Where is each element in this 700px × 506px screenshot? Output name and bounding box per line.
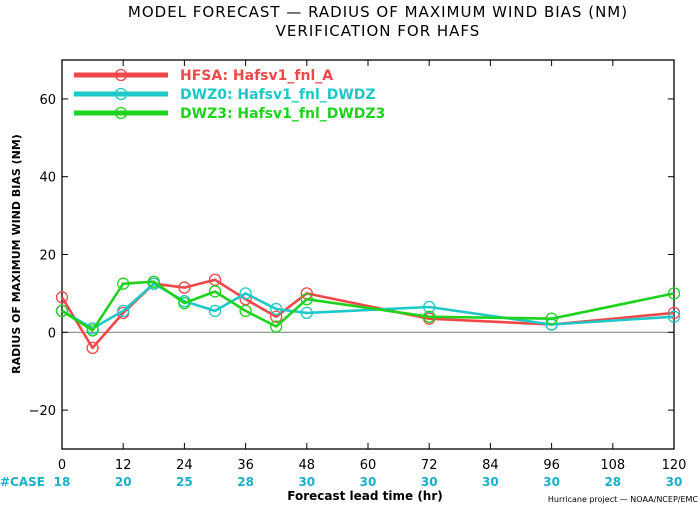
data-point: [86, 324, 99, 337]
y-tick-label: −20: [29, 404, 56, 419]
data-point: [239, 287, 252, 300]
data-point: [117, 304, 130, 318]
case-count: 20: [115, 475, 132, 489]
data-point: [86, 341, 99, 355]
chart-title: MODEL FORECAST — RADIUS OF MAXIMUM WIND …: [128, 3, 628, 21]
case-count: 25: [176, 475, 193, 489]
case-count: 30: [298, 475, 315, 489]
data-point: [270, 320, 283, 333]
case-count: 30: [666, 475, 683, 489]
case-count: 30: [421, 475, 438, 489]
x-tick-label: 108: [600, 458, 625, 473]
y-axis-label: RADIUS OF MAXIMUM WIND BIAS (NM): [10, 134, 23, 374]
data-point: [270, 310, 283, 323]
x-axis-label: Forecast lead time (hr): [287, 489, 443, 503]
data-point: [423, 310, 436, 323]
y-tick-label: 60: [39, 93, 56, 108]
x-tick-label: 36: [237, 458, 254, 473]
x-tick-label: 48: [299, 458, 316, 473]
data-point: [147, 275, 160, 288]
data-point: [545, 312, 558, 325]
y-tick-label: 0: [48, 326, 56, 341]
x-tick-label: 84: [482, 458, 499, 473]
data-point: [300, 293, 313, 306]
case-count: 28: [237, 475, 254, 489]
x-tick-label: 96: [543, 458, 560, 473]
data-point: [208, 304, 222, 318]
legend-marker: [114, 106, 128, 120]
series-line: [61, 280, 675, 332]
case-count: 30: [482, 475, 499, 489]
data-point: [117, 277, 130, 290]
case-count: 30: [360, 475, 377, 489]
case-count: 18: [54, 475, 71, 489]
legend-marker: [114, 87, 128, 101]
data-point: [55, 304, 69, 318]
data-point: [270, 302, 283, 316]
legend-entry: HFSA: Hafsv1_fnl_A: [74, 68, 333, 84]
x-tick-label: 0: [58, 458, 66, 473]
case-count: 28: [604, 475, 621, 489]
legend-entry: DWZ3: Hafsv1_fnl_DWDZ3: [74, 106, 385, 122]
data-point: [667, 306, 681, 320]
chart-subtitle: VERIFICATION FOR HAFS: [276, 22, 481, 40]
data-point: [667, 287, 681, 300]
series-3: [55, 275, 681, 337]
x-tick-label: 72: [421, 458, 438, 473]
data-point: [55, 291, 69, 304]
legend-entry: DWZ0: Hafsv1_fnl_DWDZ: [74, 87, 376, 103]
legend-label: DWZ3: Hafsv1_fnl_DWDZ3: [180, 106, 385, 122]
x-tick-label: 60: [360, 458, 377, 473]
x-tick-label: 120: [662, 458, 687, 473]
data-point: [208, 273, 222, 286]
data-point: [239, 304, 252, 318]
credit-text: Hurricane project — NOAA/NCEP/EMC: [548, 495, 699, 504]
x-tick-label: 12: [115, 458, 132, 473]
x-tick-label: 24: [176, 458, 193, 473]
data-point: [178, 281, 191, 294]
data-point: [423, 300, 436, 314]
series-1: [55, 273, 681, 355]
data-point: [667, 310, 681, 323]
case-label: #CASE: [0, 475, 45, 489]
y-tick-label: 20: [39, 249, 56, 264]
data-point: [300, 306, 313, 320]
legend-marker: [114, 68, 128, 82]
legend-label: HFSA: Hafsv1_fnl_A: [180, 68, 333, 84]
case-count: 30: [543, 475, 560, 489]
y-tick-label: 40: [39, 171, 56, 186]
series-line: [60, 278, 675, 350]
data-point: [208, 285, 222, 298]
legend-label: DWZ0: Hafsv1_fnl_DWDZ: [180, 87, 376, 103]
data-point: [178, 296, 191, 310]
